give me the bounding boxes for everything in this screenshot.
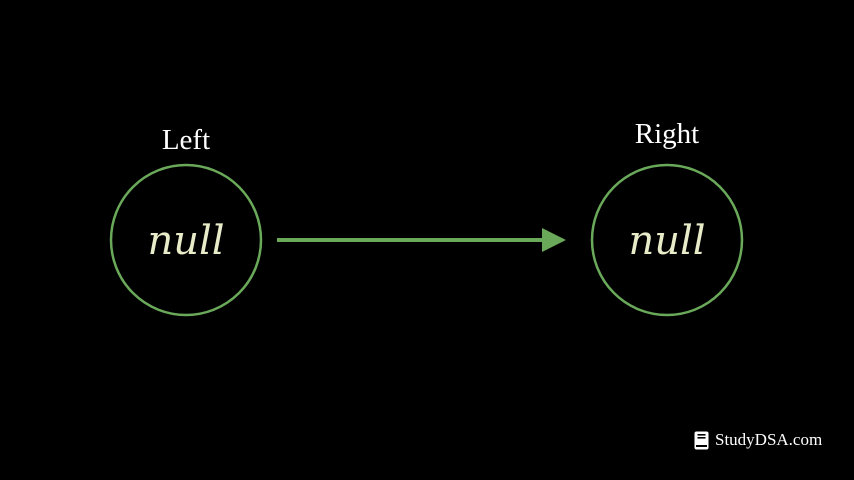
node-left: Left null xyxy=(109,124,263,317)
brand-text: StudyDSA.com xyxy=(715,430,823,449)
node-right-label: Right xyxy=(635,118,699,150)
node-left-label: Left xyxy=(162,124,210,156)
node-left-circle xyxy=(109,163,263,317)
node-right: Right null xyxy=(590,118,744,317)
node-left-value: null xyxy=(147,218,224,264)
book-icon xyxy=(694,431,709,449)
node-right-value: null xyxy=(628,218,705,264)
brand-watermark: StudyDSA.com xyxy=(694,429,822,451)
node-right-circle xyxy=(590,163,744,317)
